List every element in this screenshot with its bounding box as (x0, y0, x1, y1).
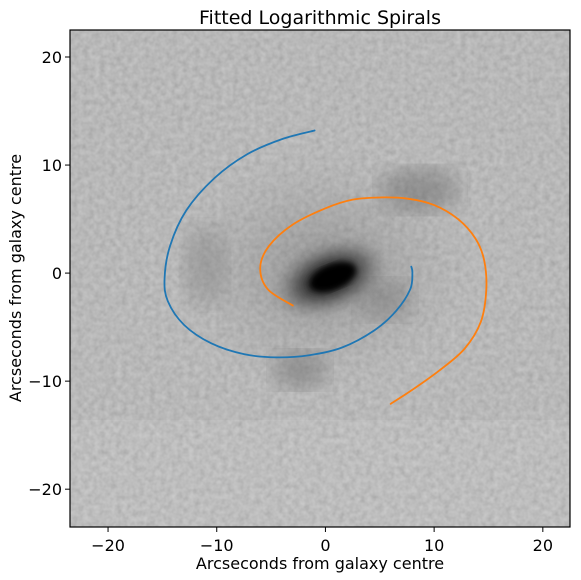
y-axis-label: Arcseconds from galaxy centre (6, 154, 25, 402)
y-tick-label: −10 (28, 372, 62, 391)
y-tick-label: 0 (52, 264, 62, 283)
x-tick-label: 20 (533, 536, 553, 555)
galaxy-image (70, 30, 570, 527)
x-tick-label: 0 (320, 536, 330, 555)
y-tick-label: 10 (42, 156, 62, 175)
chart-title: Fitted Logarithmic Spirals (199, 7, 441, 29)
y-tick-label: 20 (42, 48, 62, 67)
x-axis-label: Arcseconds from galaxy centre (196, 554, 444, 573)
x-tick-label: −20 (91, 536, 125, 555)
x-tick-label: 10 (424, 536, 444, 555)
x-tick-label: −10 (200, 536, 234, 555)
y-tick-label: −20 (28, 480, 62, 499)
